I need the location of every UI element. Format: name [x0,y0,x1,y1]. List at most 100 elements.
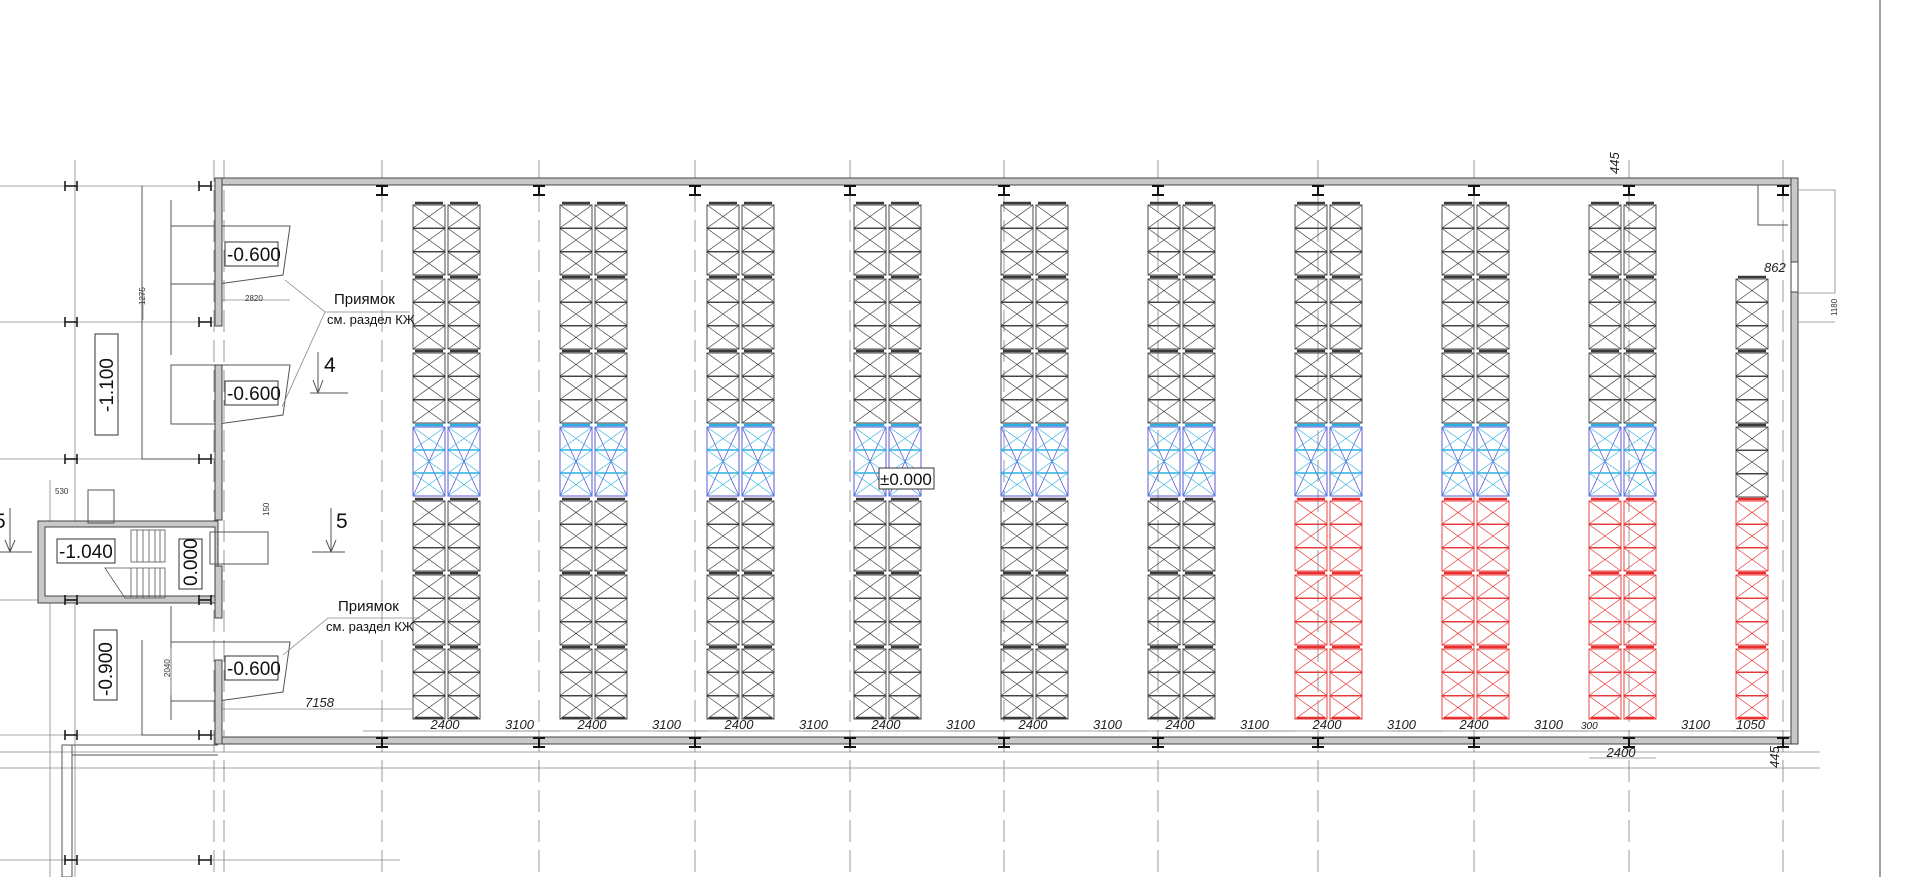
rack-section-black [412,571,446,646]
column-marker [198,454,212,464]
rack-section-black [706,497,740,572]
rack-section-black [1182,349,1216,424]
rack-bay [559,352,593,377]
rack-section-blue [1329,423,1363,497]
rack-bay [853,648,887,673]
rack-bay [1182,376,1216,400]
rack-bay [1441,352,1475,377]
rack-section-black [559,497,593,572]
svg-text:см. раздел КЖ: см. раздел КЖ [327,312,415,327]
dim-aisle-width: 3100 [799,717,829,732]
rack-section-red [1735,645,1769,720]
rack-bay [1441,376,1475,400]
rack-section-black [888,275,922,350]
rack-bay [1147,621,1181,646]
rack-bay [447,399,481,424]
svg-text:Приямок: Приямок [338,598,399,615]
rack-bay [594,426,628,497]
rack-bay [447,251,481,276]
rack-bay [1735,352,1769,377]
rack-bay [1182,426,1216,497]
rack-bay [1476,278,1510,303]
rack-bay [1147,672,1181,696]
rack-bay [1441,648,1475,673]
rack-bay [888,204,922,229]
rack-section-black [853,349,887,424]
rack-bay [1147,302,1181,326]
column-ibeam [1312,185,1324,748]
rack-bay [559,648,593,673]
column-marker [198,595,212,605]
rack-bay [1623,524,1657,548]
pit-1 [170,225,291,285]
rack-bay [447,228,481,252]
level-mark-pit-2: -0.600 [224,380,281,406]
rack-section-black [1441,201,1475,276]
rack-section-black [888,645,922,720]
svg-text:-1.100: -1.100 [97,358,118,412]
dim-aisle-width: 3100 [946,717,976,732]
rack-bay [888,278,922,303]
rack-bay [1000,648,1034,673]
rack-bay [1476,547,1510,572]
rack-bay [853,278,887,303]
rack-bay [1147,598,1181,622]
rack-bay [1182,547,1216,572]
rack-section-black [1000,497,1034,572]
small-dimensions: 2820 1275 530 150 2040 7158 445 445 862 … [55,152,1839,768]
rack-bay [412,204,446,229]
column-ibeam [998,185,1010,748]
rack-bay [706,352,740,377]
rack-bay [1735,302,1769,326]
rack-bay [594,547,628,572]
rack-bay [741,621,775,646]
rack-bay [1329,278,1363,303]
rack-bay [1035,672,1069,696]
rack-bay [594,325,628,350]
rack-bay [706,574,740,599]
rack-section-blue [1035,423,1069,497]
svg-text:-0.900: -0.900 [96,642,117,696]
rack-bay [1735,426,1769,451]
rack-row [1000,201,1069,720]
rack-bay [741,278,775,303]
rack-bay [1294,524,1328,548]
rack-bay [888,672,922,696]
rack-section-black [594,201,628,276]
rack-bay [888,547,922,572]
rack-section-blue [1588,423,1622,497]
rack-bay [706,648,740,673]
rack-bay [1476,302,1510,326]
rack-bay [1623,574,1657,599]
rack-bay [594,376,628,400]
column-marker [198,730,212,740]
rack-bay [1182,228,1216,252]
rack-bay [888,621,922,646]
rack-bay [1329,672,1363,696]
rack-section-black [447,497,481,572]
rack-section-black [559,349,593,424]
pit-2 [170,364,291,425]
svg-text:1180: 1180 [1830,298,1839,316]
rack-section-red [1476,497,1510,572]
section-mark-4: 4 [310,352,348,395]
rack-bay [559,426,593,497]
columns [64,181,1789,865]
rack-bay [1147,204,1181,229]
rack-bay [412,648,446,673]
rack-row [1441,201,1510,720]
rack-section-red [1294,497,1328,572]
rack-bay [1182,251,1216,276]
rack-section-black [1182,497,1216,572]
rack-bay [1735,278,1769,303]
rack-bay [1000,598,1034,622]
rack-bay [706,302,740,326]
rack-section-black [559,201,593,276]
rack-section-black [1035,645,1069,720]
rack-section-black [559,275,593,350]
rack-bay [1623,228,1657,252]
rack-section-black [741,571,775,646]
rack-bay [1476,574,1510,599]
rack-bay [447,302,481,326]
rack-section-black [1035,201,1069,276]
